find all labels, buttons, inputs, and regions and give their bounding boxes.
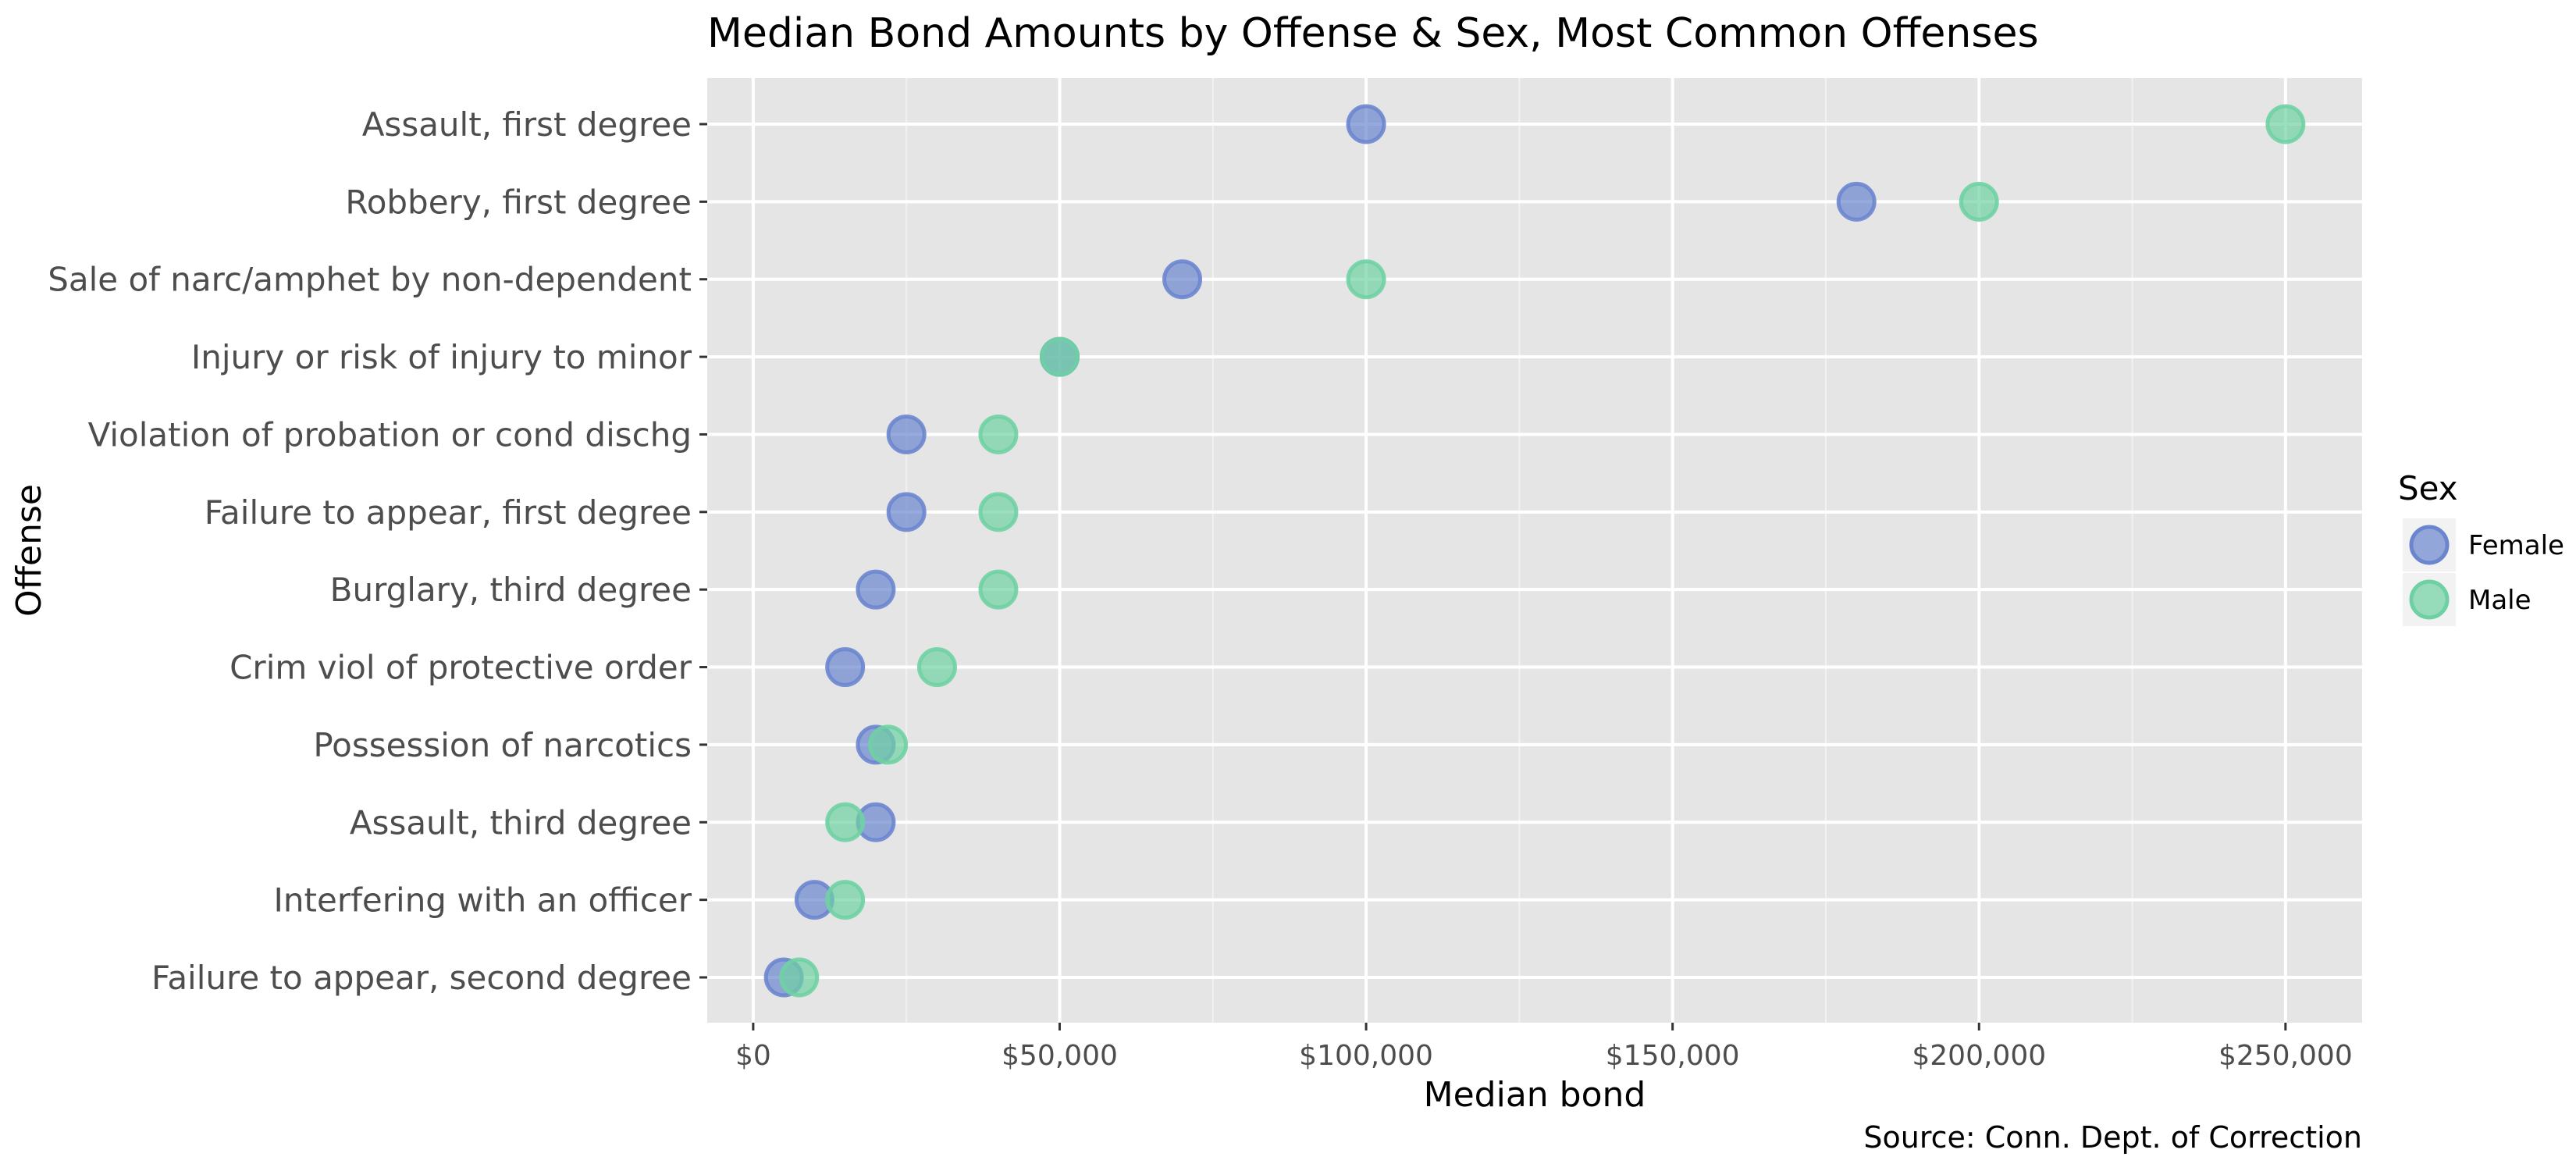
y-tick-label: Injury or risk of injury to minor: [191, 338, 692, 376]
point-female: [1162, 259, 1203, 300]
point-male: [916, 647, 957, 688]
legend-marker-female: [2409, 525, 2450, 565]
point-female: [1836, 181, 1877, 222]
legend: Sex Female Male: [2398, 469, 2564, 626]
point-male: [2265, 104, 2306, 144]
y-tick-label: Failure to appear, first degree: [205, 493, 692, 532]
x-tick-label: $200,000: [1912, 1040, 2046, 1072]
y-tick-label: Interfering with an officer: [274, 881, 692, 920]
y-axis: Assault, first degree Robbery, first degr…: [48, 105, 707, 997]
chart-title: Median Bond Amounts by Offense & Sex, Mo…: [707, 10, 2039, 57]
legend-title: Sex: [2398, 469, 2458, 507]
major-gridlines: [707, 78, 2362, 1023]
point-female: [886, 492, 927, 532]
point-male: [1959, 181, 1999, 222]
y-tick-label: Failure to appear, second degree: [151, 959, 692, 997]
point-male: [825, 880, 866, 920]
point-female: [886, 414, 927, 454]
x-tick-label: $100,000: [1299, 1040, 1433, 1072]
y-tick-label: Assault, third degree: [350, 803, 692, 842]
minor-gridlines: [906, 78, 2133, 1023]
source-caption: Source: Conn. Dept. of Correction: [1863, 1120, 2362, 1155]
x-axis: $0 $50,000 $100,000 $150,000 $200,000 $250,00…: [735, 1023, 2353, 1072]
y-tick-label: Crim viol of protective order: [229, 649, 692, 687]
legend-marker-male: [2409, 579, 2450, 620]
point-female: [856, 569, 896, 610]
y-tick-label: Robbery, first degree: [345, 183, 692, 221]
legend-label-female: Female: [2468, 530, 2564, 561]
x-axis-title: Median bond: [1424, 1075, 1646, 1115]
point-female: [1346, 104, 1386, 144]
y-tick-label: Burglary, third degree: [330, 571, 692, 609]
point-male: [978, 414, 1019, 454]
x-tick-label: $250,000: [2218, 1040, 2353, 1072]
point-male: [1346, 259, 1386, 300]
y-tick-label: Sale of narc/amphet by non-dependent: [48, 261, 692, 299]
point-male: [1039, 336, 1080, 377]
point-male: [868, 724, 909, 765]
point-male: [978, 492, 1019, 532]
y-axis-title: Offense: [9, 484, 49, 617]
x-tick-label: $0: [735, 1040, 771, 1072]
point-female: [825, 647, 866, 688]
legend-label-male: Male: [2468, 585, 2532, 616]
y-tick-label: Assault, first degree: [362, 105, 692, 144]
y-tick-label: Possession of narcotics: [313, 726, 692, 764]
data-points: [763, 104, 2306, 998]
point-male: [825, 802, 866, 842]
x-tick-label: $150,000: [1606, 1040, 1740, 1072]
point-male: [779, 957, 820, 998]
x-tick-label: $50,000: [1002, 1040, 1118, 1072]
y-tick-label: Violation of probation or cond dischg: [88, 415, 692, 454]
plot-panel: [707, 78, 2362, 1023]
point-male: [978, 569, 1019, 610]
